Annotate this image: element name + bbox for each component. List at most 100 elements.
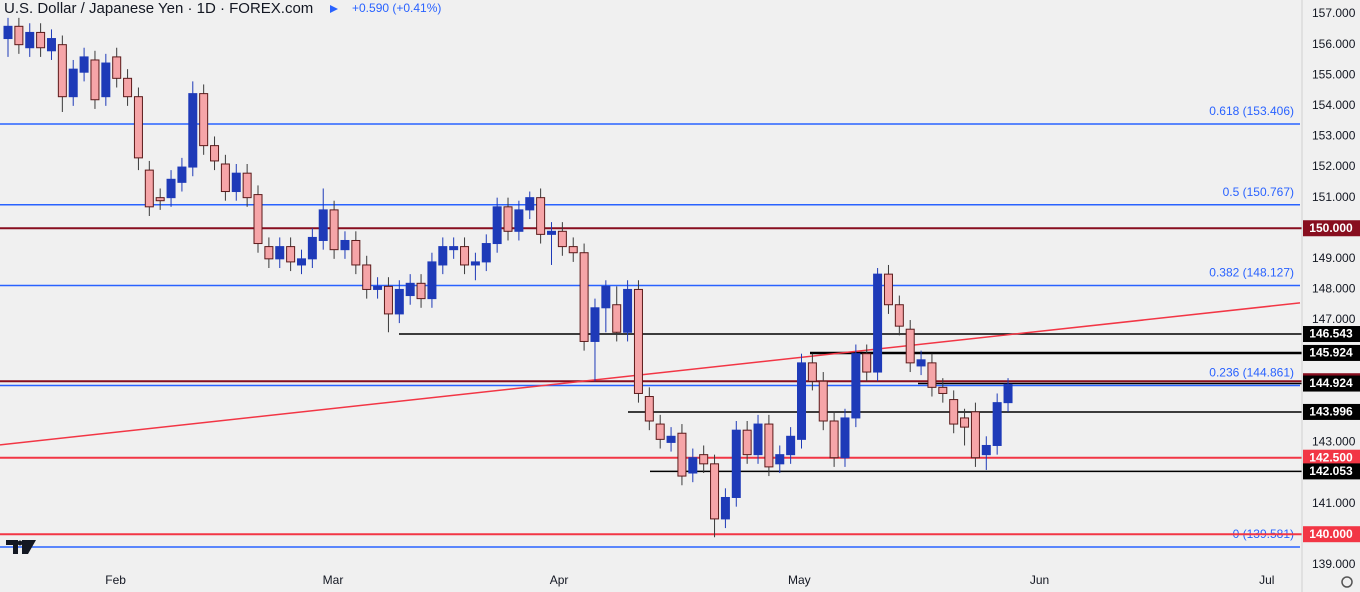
candle-body	[296, 258, 306, 266]
candle-body	[231, 172, 241, 193]
candle-body	[14, 25, 24, 46]
candle-body	[579, 252, 589, 342]
y-tick-label: 152.000	[1312, 159, 1356, 173]
candle-body	[427, 261, 437, 300]
price-change: +0.590 (+0.41%)	[352, 1, 441, 15]
candle-body	[253, 194, 263, 245]
candle-body	[362, 264, 372, 290]
candle-body	[916, 359, 926, 367]
candle-body	[807, 362, 817, 382]
price-tag	[1303, 326, 1360, 343]
candle-body	[840, 417, 850, 459]
y-tick-label: 157.000	[1312, 6, 1356, 20]
candle-body	[764, 423, 774, 468]
y-tick-label: 149.000	[1312, 251, 1356, 265]
x-tick-label: Mar	[323, 573, 344, 587]
candle-body	[46, 38, 56, 52]
candle-body	[720, 496, 730, 520]
price-tag-label: 150.000	[1309, 221, 1353, 235]
fib-label: 0.236 (144.861)	[1209, 366, 1294, 380]
trend-line	[0, 302, 1301, 446]
candle-body	[655, 423, 665, 440]
candle-body	[601, 285, 611, 309]
candle-body	[960, 417, 970, 428]
candle-body	[981, 444, 991, 456]
candle-body	[481, 243, 491, 263]
settings-icon[interactable]	[1341, 576, 1353, 588]
price-tag-label: 144.924	[1309, 376, 1353, 390]
candle-body	[264, 246, 274, 260]
candle-body	[318, 209, 328, 241]
y-tick-label: 155.000	[1312, 67, 1356, 81]
candle-body	[307, 236, 317, 260]
candle-body	[503, 206, 513, 232]
candle-body	[905, 328, 915, 364]
candle-body	[873, 273, 883, 373]
candle-body	[970, 411, 980, 459]
candle-body	[514, 209, 524, 232]
candle-body	[623, 288, 633, 333]
price-tag	[1303, 463, 1360, 480]
candle-body	[123, 77, 133, 98]
candle-body	[786, 435, 796, 456]
candle-body	[242, 172, 252, 199]
candle-body	[90, 59, 100, 101]
candle-body	[351, 239, 361, 266]
candle-body	[57, 44, 67, 98]
x-tick-label: May	[788, 573, 811, 587]
candle-body	[188, 93, 198, 168]
candle-body	[949, 399, 959, 425]
candle-body	[612, 304, 622, 333]
candle-body	[144, 169, 154, 208]
candle-body	[383, 285, 393, 315]
candle-body	[992, 402, 1002, 446]
candle-body	[329, 209, 339, 251]
y-tick-label: 147.000	[1312, 312, 1356, 326]
price-tag	[1303, 449, 1360, 466]
candle-body	[699, 454, 709, 465]
candle-body	[199, 93, 209, 147]
price-tag-label: 140.000	[1309, 527, 1353, 541]
candle-body	[220, 163, 230, 193]
header-bg	[0, 0, 460, 18]
candle-body	[68, 68, 78, 98]
candle-body	[731, 429, 741, 498]
fib-label: 0.382 (148.127)	[1209, 266, 1294, 280]
price-tag	[1303, 403, 1360, 420]
candle-body	[633, 288, 643, 394]
candle-body	[742, 429, 752, 456]
price-tag-label: 146.543	[1309, 327, 1353, 341]
candle-body	[688, 457, 698, 474]
candle-body	[210, 145, 220, 162]
candle-body	[883, 273, 893, 306]
candle-body	[710, 463, 720, 520]
x-tick-label: Jul	[1259, 573, 1274, 587]
candle-body	[394, 288, 404, 315]
x-tick-label: Apr	[550, 573, 569, 587]
candle-body	[449, 246, 459, 251]
candle-body	[644, 396, 654, 422]
candle-body	[1003, 383, 1013, 404]
candle-body	[862, 353, 872, 373]
candle-body	[470, 261, 480, 266]
candle-body	[460, 246, 470, 266]
flag-icon	[330, 5, 338, 13]
price-tag-label: 142.500	[1309, 450, 1353, 464]
candle-body	[797, 362, 807, 440]
price-tag	[1303, 220, 1360, 237]
candle-body	[536, 197, 546, 235]
candle-body	[155, 197, 165, 202]
price-tag-label: 142.053	[1309, 464, 1353, 478]
candle-body	[677, 432, 687, 477]
y-tick-label: 156.000	[1312, 37, 1356, 51]
candle-body	[894, 304, 904, 327]
y-tick-label: 153.000	[1312, 129, 1356, 143]
candle-body	[79, 56, 89, 73]
candle-body	[438, 246, 448, 266]
candle-body	[36, 31, 46, 49]
price-tag	[1303, 344, 1360, 361]
candle-body	[851, 353, 861, 419]
candle-body	[775, 454, 785, 465]
